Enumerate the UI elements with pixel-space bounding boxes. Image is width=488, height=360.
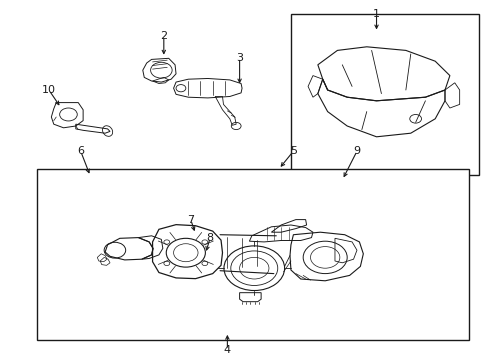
Text: 7: 7: [187, 215, 194, 225]
Bar: [37, 169, 468, 340]
Text: 2: 2: [160, 31, 167, 41]
Text: 10: 10: [42, 85, 56, 95]
Text: 4: 4: [224, 345, 230, 355]
Text: 8: 8: [206, 233, 213, 243]
Text: 3: 3: [236, 53, 243, 63]
Bar: [290, 14, 478, 175]
Text: 6: 6: [77, 146, 84, 156]
Text: 9: 9: [353, 146, 360, 156]
Text: 1: 1: [372, 9, 379, 19]
Text: 5: 5: [289, 146, 296, 156]
